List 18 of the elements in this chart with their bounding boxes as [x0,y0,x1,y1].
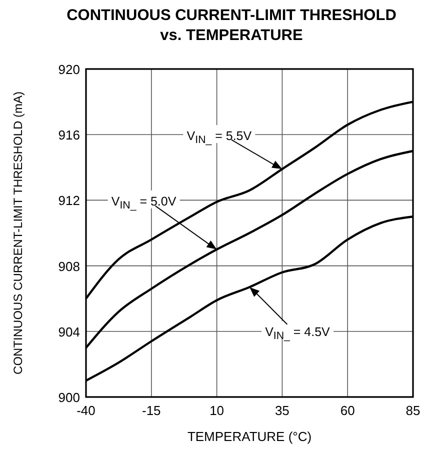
annotation: V$_{IN_}$ = 5.5V [186,129,252,146]
chart-title: CONTINUOUS CURRENT-LIMIT THRESHOLD vs. TEMPERATURE [66,7,396,44]
y-tick-label: 900 [58,390,80,405]
x-axis-title: TEMPERATURE (°C) [187,429,312,444]
y-axis-title: CONTINUOUS CURRENT-LIMIT THRESHOLD (mA) [11,92,25,374]
y-tick-label: 916 [58,128,80,143]
annotation: V$_{IN_}$ = 4.5V [265,325,331,342]
x-tick-label: 35 [274,403,290,418]
y-tick-label: 908 [58,258,80,274]
x-tick-label: 60 [340,403,355,418]
x-tick-label: -15 [142,403,161,418]
y-tick-label: 920 [58,62,80,77]
y-tick-label: 904 [58,324,80,340]
y-tick-label: 912 [58,193,80,208]
x-tick-label: -40 [76,403,96,418]
x-tick-label: 10 [210,403,224,418]
x-tick-label: 85 [406,403,420,418]
annotation: V$_{IN_}$ = 5.0V [111,194,177,212]
